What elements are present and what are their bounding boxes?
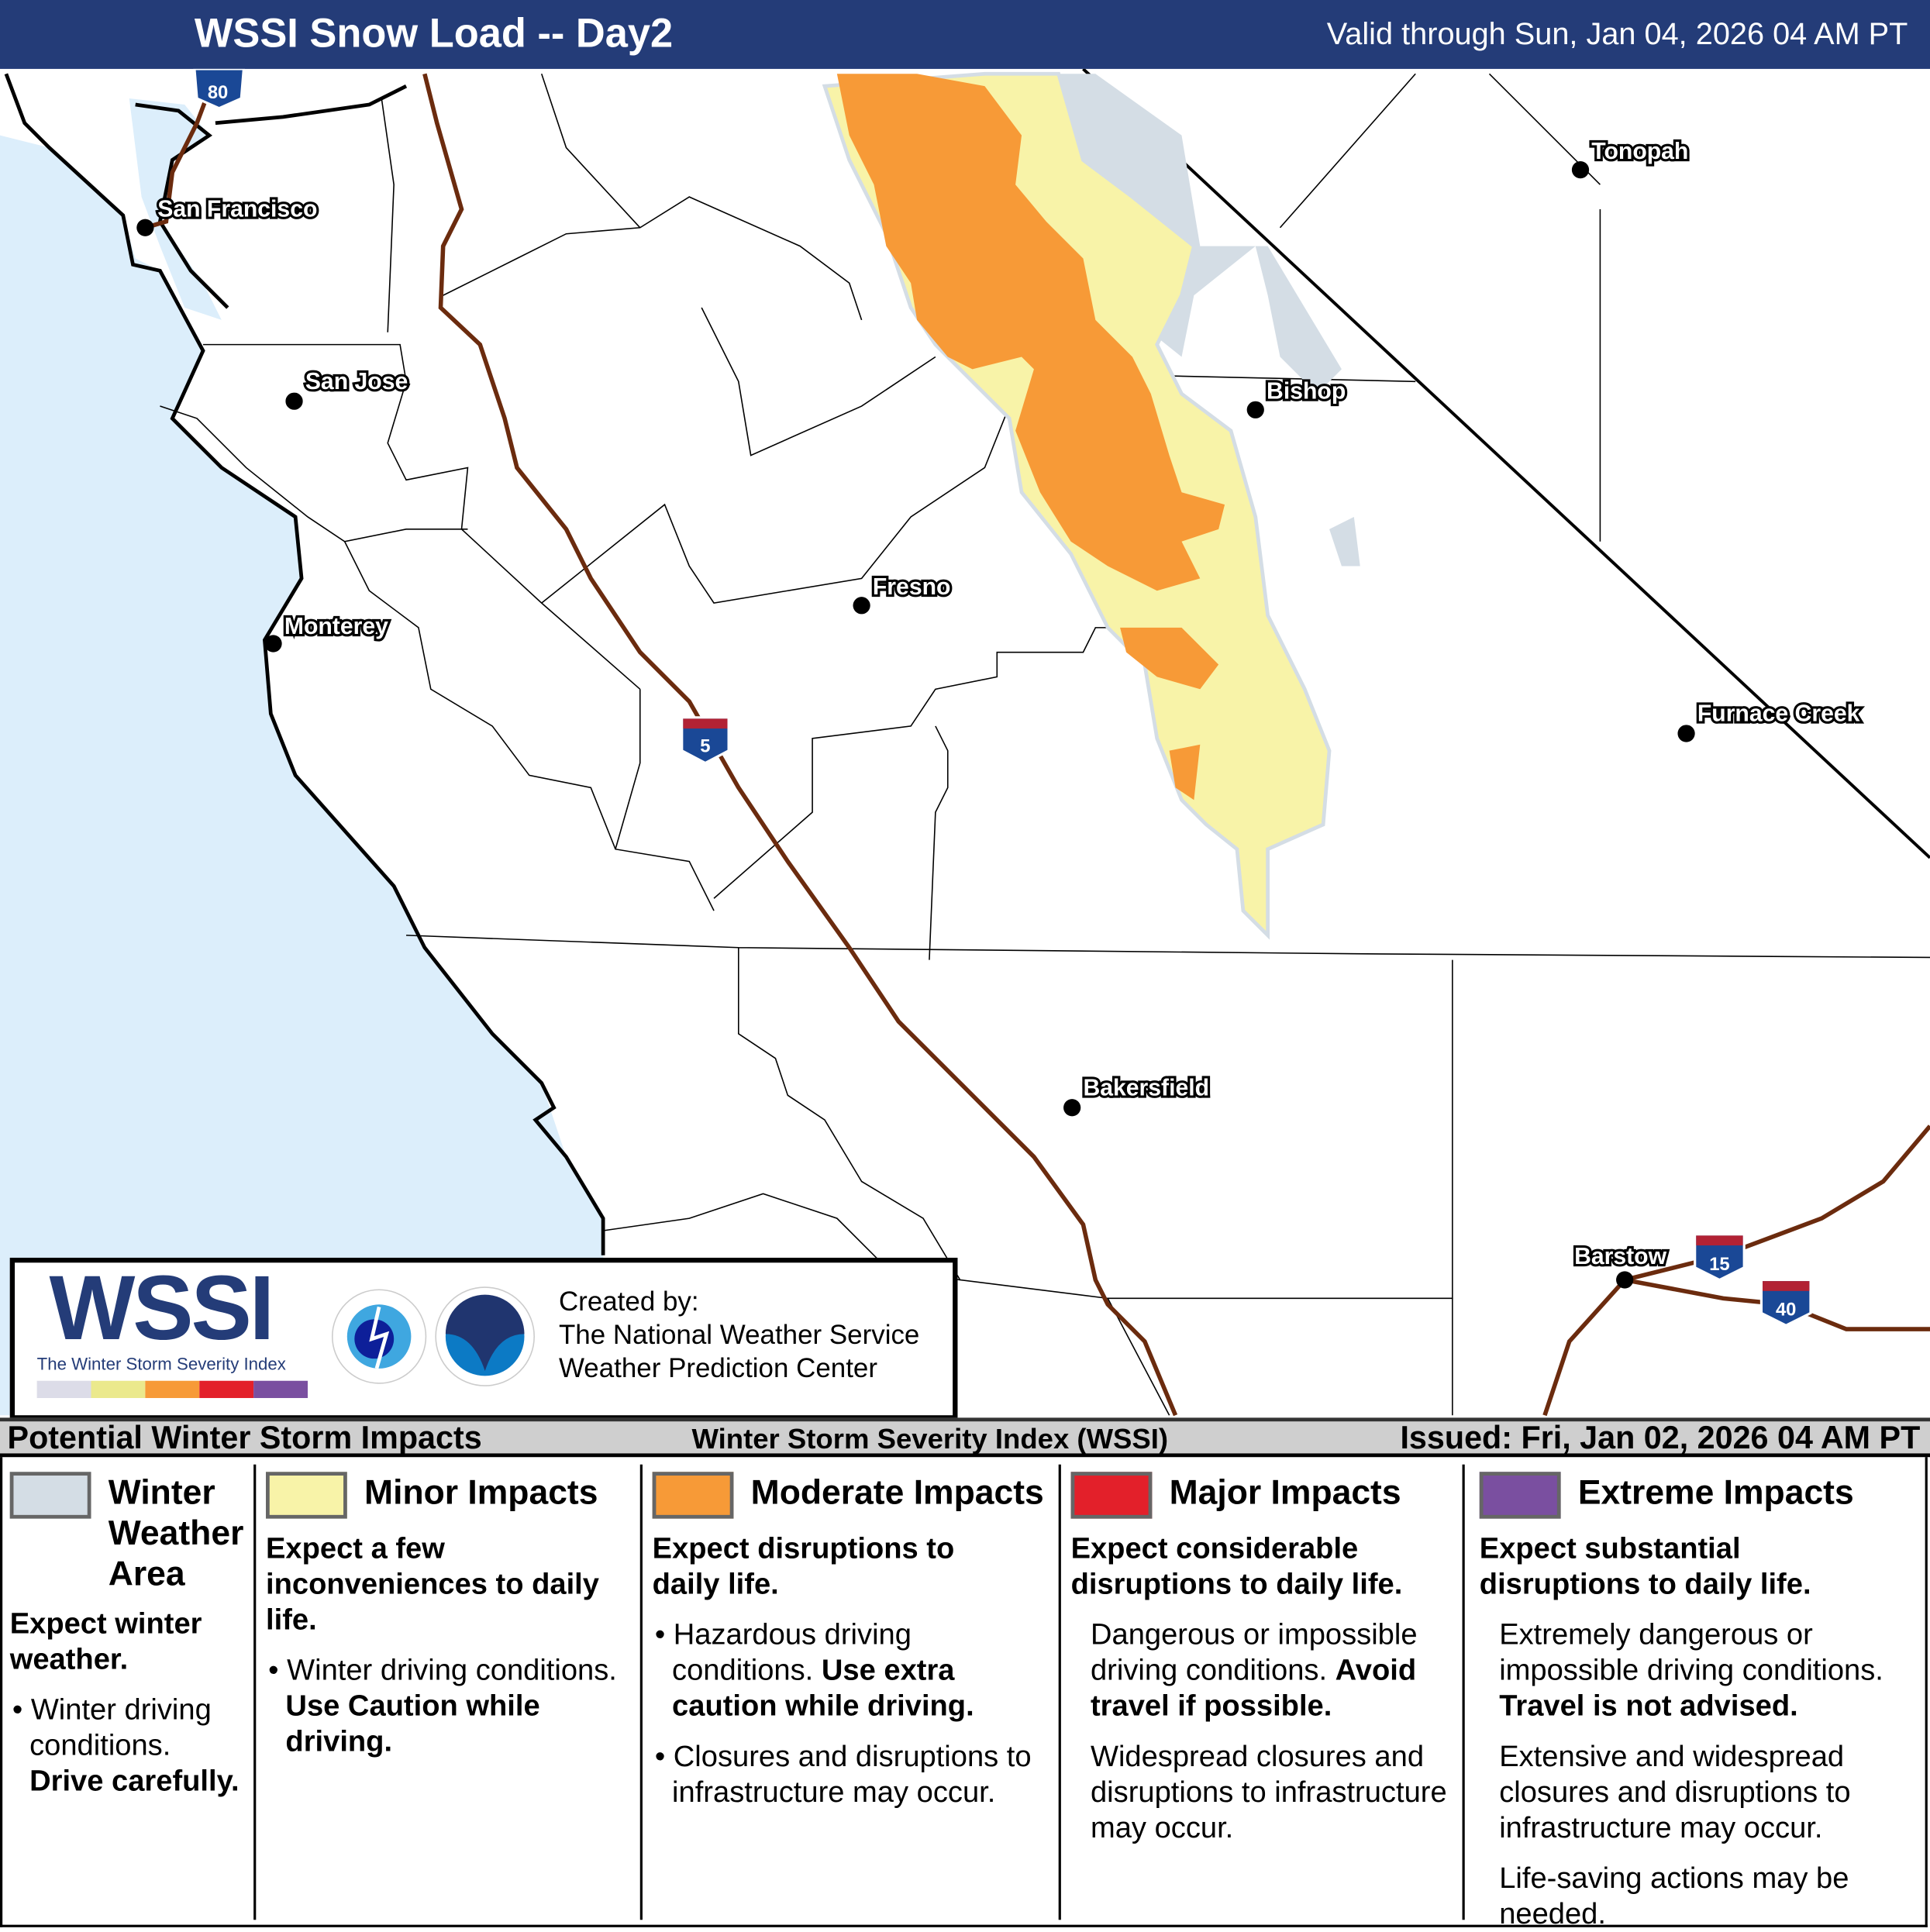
interstate-shields: 80 5 15 40 (193, 68, 1812, 1328)
nws-logo-icon (331, 1289, 427, 1384)
legend-detail-2: Extensive and widespread closures and di… (1499, 1740, 1851, 1845)
legend-action: Drive carefully. (29, 1765, 240, 1799)
ocean (0, 135, 604, 1416)
svg-text:San Jose: San Jose (305, 369, 408, 394)
interstate-40-shield: 40 (1759, 1278, 1812, 1328)
map: 80 5 15 40 San Francisco San Jose Monter… (0, 68, 1930, 1418)
legend-title: Extreme Impacts (1577, 1472, 1854, 1512)
credit-wpc: Weather Prediction Center (558, 1352, 878, 1383)
moderate-impact-area (836, 74, 1225, 801)
noaa-logo-icon (435, 1286, 535, 1386)
moderate-swatch (652, 1472, 734, 1519)
city-san-francisco: San Francisco (136, 194, 320, 236)
issued-time: Issued: Fri, Jan 02, 2026 04 AM PT (1400, 1418, 1921, 1456)
legend-detail-3: Life-saving actions may be needed. (1499, 1861, 1849, 1931)
wssi-color-bar (36, 1380, 308, 1398)
svg-text:Monterey: Monterey (284, 614, 388, 639)
legend-title: Major Impacts (1169, 1472, 1401, 1512)
legend-frame (0, 1457, 1928, 1927)
legend-action: Avoid travel if possible. (1090, 1654, 1417, 1724)
legend-summary: Expect a few inconveniences to daily lif… (266, 1532, 599, 1638)
agency-logos (331, 1286, 535, 1386)
valid-time: Valid through Sun, Jan 04, 2026 04 AM PT (1326, 17, 1908, 52)
legend-summary: Expect considerable disruptions to daily… (1070, 1532, 1403, 1602)
index-name: Winter Storm Severity Index (WSSI) (691, 1422, 1169, 1455)
major-swatch (1070, 1472, 1153, 1519)
legend-action: Use Caution while driving. (285, 1689, 540, 1759)
interstate-5-route (422, 73, 1178, 1417)
credit-nws: The National Weather Service (558, 1319, 920, 1351)
legend-detail: Extremely dangerous or impossible drivin… (1499, 1618, 1883, 1688)
city-monterey: Monterey (264, 611, 391, 653)
wssi-logo-subtitle: The Winter Storm Severity Index (36, 1353, 286, 1374)
legend-detail-2: Closures and disruptions to infrastructu… (672, 1740, 1032, 1810)
svg-text:Bakersfield: Bakersfield (1083, 1075, 1209, 1100)
legend-detail: Winter driving conditions. (29, 1693, 212, 1763)
interstate-15-shield: 15 (1694, 1233, 1746, 1282)
interstate-5-shield: 5 (681, 716, 730, 765)
legend-detail: Winter driving conditions. (287, 1654, 617, 1688)
legend-title: Minor Impacts (364, 1472, 598, 1512)
legend-header: Potential Winter Storm Impacts Winter St… (0, 1417, 1930, 1458)
legend-title: Winter Weather Area (108, 1472, 244, 1593)
legend-major: Major Impacts Expect considerable disrup… (1070, 1472, 1458, 1922)
legend-action: Use extra caution while driving. (672, 1654, 974, 1724)
legend-minor: Minor Impacts Expect a few inconvenience… (266, 1472, 635, 1922)
city-furnace-creek: Furnace Creek (1677, 698, 1863, 742)
legend-summary: Expect winter weather. (9, 1607, 202, 1676)
cities: San Francisco San Jose Monterey Fresno B… (136, 136, 1863, 1289)
interstate-80-shield: 80 (193, 68, 246, 110)
legend-summary: Expect substantial disruptions to daily … (1479, 1532, 1811, 1602)
svg-text:Furnace Creek: Furnace Creek (1697, 701, 1860, 727)
legend-heading: Potential Winter Storm Impacts (7, 1418, 482, 1456)
legend-title: Moderate Impacts (750, 1472, 1044, 1512)
winter-weather-swatch (9, 1472, 91, 1519)
credits: Created by: The National Weather Service… (559, 1285, 919, 1385)
interstate-80-route (144, 73, 218, 230)
svg-text:Fresno: Fresno (873, 574, 951, 600)
legend-action: Travel is not advised. (1499, 1689, 1798, 1724)
city-bakersfield: Bakersfield (1063, 1073, 1211, 1117)
header-bar: WSSI Snow Load -- Day2 Valid through Sun… (0, 0, 1930, 69)
city-san-jose: San Jose (285, 367, 410, 410)
wssi-logo: WSSI (49, 1256, 275, 1359)
logo-box: WSSI The Winter Storm Severity Index Cre… (9, 1256, 958, 1421)
created-by-label: Created by: (558, 1286, 699, 1317)
svg-text:15: 15 (1709, 1254, 1730, 1275)
svg-text:Bishop: Bishop (1267, 379, 1346, 405)
city-bishop: Bishop (1246, 376, 1348, 418)
svg-text:80: 80 (208, 82, 229, 103)
city-barstow: Barstow (1572, 1242, 1670, 1289)
svg-text:Barstow: Barstow (1574, 1244, 1667, 1269)
svg-text:Tonopah: Tonopah (1591, 139, 1688, 164)
legend-detail-2: Widespread closures and disruptions to i… (1090, 1740, 1447, 1845)
legend-winter-weather: Winter Weather Area Expect winter weathe… (9, 1472, 249, 1922)
legend-moderate: Moderate Impacts Expect disruptions to d… (652, 1472, 1044, 1810)
extreme-swatch (1479, 1472, 1561, 1519)
state-border (1082, 68, 1930, 859)
minor-swatch (266, 1472, 347, 1519)
county-borders (160, 73, 1930, 1416)
svg-text:5: 5 (700, 735, 710, 756)
legend-detail: Hazardous driving conditions. (672, 1618, 912, 1688)
legend-detail: Dangerous or impossible driving conditio… (1090, 1618, 1418, 1688)
svg-text:San Francisco: San Francisco (157, 196, 317, 222)
legend-extreme: Extreme Impacts Expect substantial disru… (1479, 1472, 1925, 1931)
city-tonopah: Tonopah (1571, 136, 1691, 179)
coastline (4, 73, 605, 1255)
legend-summary: Expect disruptions to daily life. (652, 1532, 955, 1602)
map-title: WSSI Snow Load -- Day2 (194, 9, 674, 56)
city-fresno: Fresno (853, 572, 953, 615)
svg-text:40: 40 (1776, 1300, 1796, 1321)
